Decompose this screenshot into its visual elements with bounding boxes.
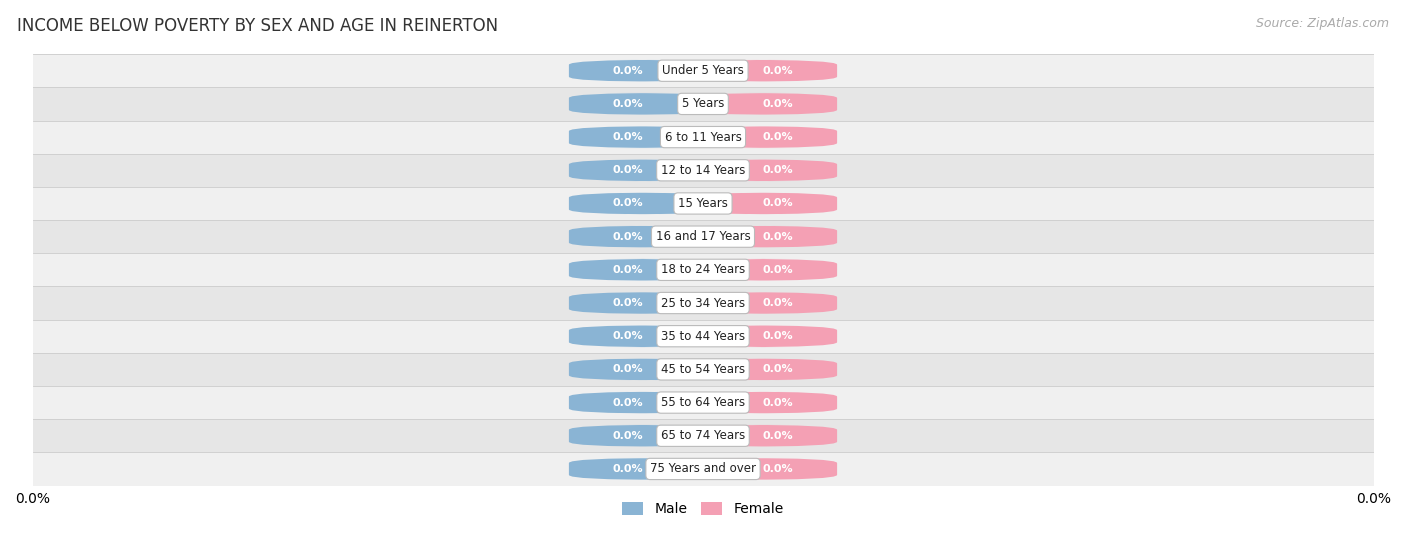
Text: 45 to 54 Years: 45 to 54 Years xyxy=(661,363,745,376)
FancyBboxPatch shape xyxy=(569,93,717,115)
Legend: Male, Female: Male, Female xyxy=(617,496,789,522)
Text: 0.0%: 0.0% xyxy=(613,431,644,440)
Text: 0.0%: 0.0% xyxy=(762,397,793,408)
Text: 0.0%: 0.0% xyxy=(762,231,793,241)
FancyBboxPatch shape xyxy=(569,325,717,347)
Bar xyxy=(32,452,1374,486)
Text: 25 to 34 Years: 25 to 34 Years xyxy=(661,296,745,310)
FancyBboxPatch shape xyxy=(569,259,717,281)
FancyBboxPatch shape xyxy=(689,126,837,148)
FancyBboxPatch shape xyxy=(689,259,837,281)
Text: 0.0%: 0.0% xyxy=(762,198,793,209)
Text: Source: ZipAtlas.com: Source: ZipAtlas.com xyxy=(1256,17,1389,30)
Text: 55 to 64 Years: 55 to 64 Years xyxy=(661,396,745,409)
FancyBboxPatch shape xyxy=(569,159,717,181)
FancyBboxPatch shape xyxy=(689,392,837,414)
FancyBboxPatch shape xyxy=(569,458,717,480)
Text: 16 and 17 Years: 16 and 17 Years xyxy=(655,230,751,243)
Text: 75 Years and over: 75 Years and over xyxy=(650,462,756,476)
Text: 18 to 24 Years: 18 to 24 Years xyxy=(661,263,745,276)
FancyBboxPatch shape xyxy=(689,192,837,215)
Bar xyxy=(32,187,1374,220)
Text: 0.0%: 0.0% xyxy=(762,99,793,109)
Text: 0.0%: 0.0% xyxy=(762,165,793,176)
FancyBboxPatch shape xyxy=(569,358,717,380)
Text: 0.0%: 0.0% xyxy=(762,364,793,375)
Bar xyxy=(32,353,1374,386)
FancyBboxPatch shape xyxy=(569,60,717,82)
Text: 0.0%: 0.0% xyxy=(613,132,644,142)
Text: 0.0%: 0.0% xyxy=(762,464,793,474)
Text: 0.0%: 0.0% xyxy=(613,331,644,341)
Text: 5 Years: 5 Years xyxy=(682,97,724,111)
Text: 0.0%: 0.0% xyxy=(613,364,644,375)
Text: INCOME BELOW POVERTY BY SEX AND AGE IN REINERTON: INCOME BELOW POVERTY BY SEX AND AGE IN R… xyxy=(17,17,498,35)
Text: 35 to 44 Years: 35 to 44 Years xyxy=(661,330,745,343)
Bar xyxy=(32,286,1374,320)
Text: Under 5 Years: Under 5 Years xyxy=(662,64,744,77)
Bar xyxy=(32,87,1374,121)
Bar xyxy=(32,54,1374,87)
Text: 0.0%: 0.0% xyxy=(762,331,793,341)
Text: 0.0%: 0.0% xyxy=(762,265,793,275)
FancyBboxPatch shape xyxy=(569,226,717,248)
Text: 0.0%: 0.0% xyxy=(613,165,644,176)
Text: 0.0%: 0.0% xyxy=(613,464,644,474)
FancyBboxPatch shape xyxy=(569,192,717,215)
Text: 0.0%: 0.0% xyxy=(613,231,644,241)
Bar xyxy=(32,419,1374,452)
FancyBboxPatch shape xyxy=(689,325,837,347)
FancyBboxPatch shape xyxy=(569,292,717,314)
Text: 0.0%: 0.0% xyxy=(613,66,644,75)
FancyBboxPatch shape xyxy=(689,292,837,314)
FancyBboxPatch shape xyxy=(689,159,837,181)
Bar xyxy=(32,154,1374,187)
FancyBboxPatch shape xyxy=(689,226,837,248)
Text: 0.0%: 0.0% xyxy=(613,265,644,275)
FancyBboxPatch shape xyxy=(689,358,837,380)
Text: 0.0%: 0.0% xyxy=(613,397,644,408)
Bar xyxy=(32,220,1374,253)
FancyBboxPatch shape xyxy=(689,60,837,82)
FancyBboxPatch shape xyxy=(569,392,717,414)
FancyBboxPatch shape xyxy=(689,425,837,447)
Text: 0.0%: 0.0% xyxy=(762,132,793,142)
FancyBboxPatch shape xyxy=(569,126,717,148)
Text: 0.0%: 0.0% xyxy=(762,66,793,75)
Text: 0.0%: 0.0% xyxy=(762,431,793,440)
Bar xyxy=(32,121,1374,154)
Text: 15 Years: 15 Years xyxy=(678,197,728,210)
Text: 12 to 14 Years: 12 to 14 Years xyxy=(661,164,745,177)
Bar xyxy=(32,253,1374,286)
FancyBboxPatch shape xyxy=(569,425,717,447)
Bar xyxy=(32,320,1374,353)
Text: 65 to 74 Years: 65 to 74 Years xyxy=(661,429,745,442)
FancyBboxPatch shape xyxy=(689,458,837,480)
Text: 0.0%: 0.0% xyxy=(613,198,644,209)
Bar xyxy=(32,386,1374,419)
FancyBboxPatch shape xyxy=(689,93,837,115)
Text: 0.0%: 0.0% xyxy=(613,99,644,109)
Text: 0.0%: 0.0% xyxy=(613,298,644,308)
Text: 6 to 11 Years: 6 to 11 Years xyxy=(665,131,741,144)
Text: 0.0%: 0.0% xyxy=(762,298,793,308)
